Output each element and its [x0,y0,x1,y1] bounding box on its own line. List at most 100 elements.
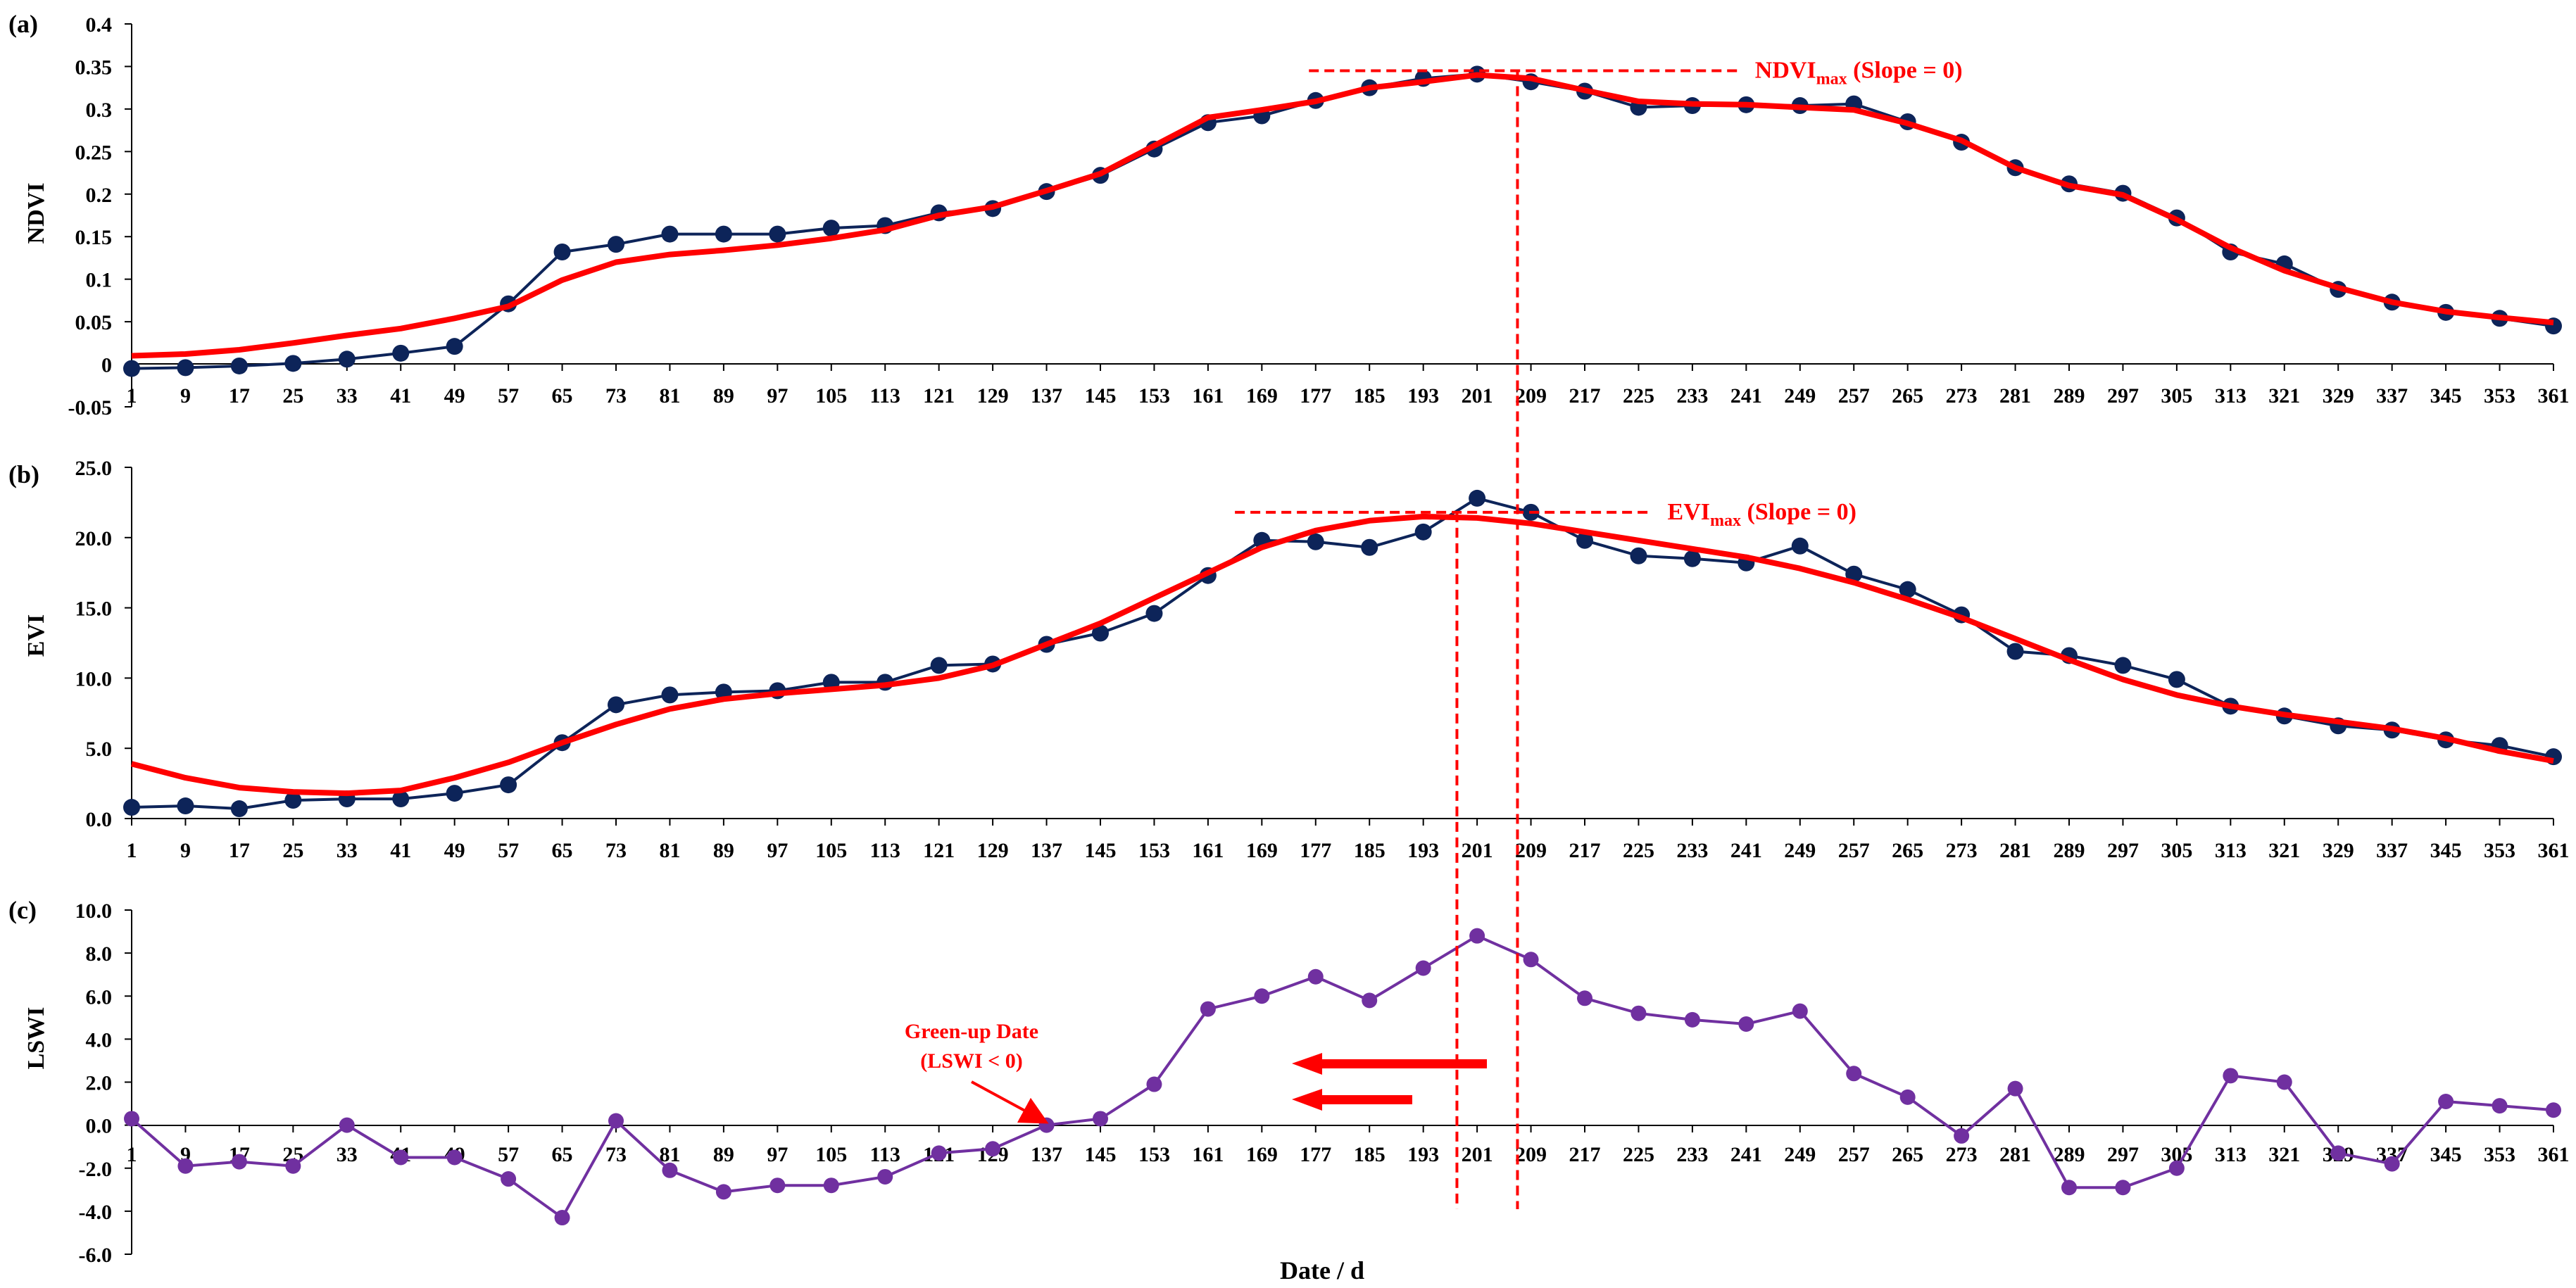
x-tick-label: 193 [1407,384,1439,408]
y-tick-label: 0.25 [75,141,113,164]
observed-point [930,657,948,674]
x-tick-label: 65 [552,384,573,408]
observed-point [1576,531,1593,549]
x-ticks-evi: 1 9 17 25 33 41 49 57 65 73 81 89 97 105 113 121 129 137 1… [127,818,2570,862]
x-tick-label: 209 [1515,384,1547,408]
x-tick-label: 217 [1569,1143,1601,1166]
lswi-point [1792,1003,1808,1019]
series-ndvi-fitted [131,72,2554,359]
lswi-point [554,1210,570,1226]
x-tick-label: 297 [2107,1143,2139,1166]
lswi-point [715,1184,731,1200]
observed-point [608,236,624,253]
x-tick-label: 249 [1784,1143,1816,1166]
y-tick-label: 0.05 [75,311,113,334]
x-tick-label: 353 [2484,1143,2515,1166]
x-tick-label: 225 [1623,384,1654,408]
x-tick-label: 161 [1192,384,1224,408]
x-tick-label: 25 [282,839,303,862]
evi-max-rest: (Slope = 0) [1741,499,1856,525]
x-tick-label: 353 [2484,839,2515,862]
observed-point [338,351,356,368]
lswi-point [1684,1011,1700,1028]
lswi-line [130,934,2554,1220]
observed-point [661,225,679,243]
y-tick-label: 5.0 [86,738,113,761]
ndvi-max-sub: max [1816,70,1847,88]
x-tick-label: 345 [2430,1143,2462,1166]
y-tick-label: 8.0 [86,942,113,966]
observed-point [1145,605,1163,622]
x-tick-label: 73 [605,384,627,408]
observed-point [2114,657,2132,674]
lswi-point [1200,1001,1216,1017]
lswi-point [446,1149,463,1166]
lswi-point [393,1149,409,1166]
x-tick-label: 209 [1515,839,1547,862]
lswi-point [1362,992,1378,1009]
x-tick-label: 145 [1085,839,1117,862]
x-tick-label: 273 [1946,1143,1978,1166]
lswi-point [1523,952,1539,968]
y-tick-label: -6.0 [79,1244,113,1267]
x-tick-label: 337 [2376,839,2408,862]
x-tick-label: 97 [767,839,788,862]
x-tick-label: 337 [2376,384,2408,408]
panel-ndvi: (a) NDVI 0.4 0.35 0.3 0.25 0.2 0.15 0.1 0.05 0 -0… [8,10,2570,419]
x-tick-label: 65 [552,839,573,862]
x-tick-label: 1 [127,384,137,408]
series-ndvi-observed [123,65,2562,377]
lswi-point [1738,1016,1754,1032]
y-tick-label: -2.0 [79,1158,113,1181]
panel-label-c: (c) [8,896,37,924]
observed-point [284,792,302,809]
lswi-point [177,1158,194,1174]
x-tick-label: 225 [1623,839,1654,862]
x-ticks-lswi: 1917253341495765738189971051131211291371… [127,1125,2570,1166]
panel-label-b: (b) [8,460,39,488]
x-tick-label: 9 [180,384,191,408]
lswi-point [769,1177,786,1194]
x-tick-label: 49 [444,839,465,862]
x-tick-label: 313 [2215,839,2247,862]
x-tick-label: 289 [2054,1143,2085,1166]
x-tick-label: 33 [337,839,358,862]
x-tick-label: 145 [1085,384,1117,408]
x-tick-label: 169 [1246,1143,1278,1166]
x-tick-label: 273 [1946,839,1978,862]
x-tick-label: 217 [1569,839,1601,862]
y-tick-label: 10.0 [75,899,113,923]
observed-point [2168,671,2185,688]
x-tick-label: 153 [1138,1143,1170,1166]
x-tick-label: 161 [1192,1143,1224,1166]
panel-label-a: (a) [8,10,38,38]
y-tick-label: 0.35 [75,56,113,79]
y-tick-label: 6.0 [86,985,113,1009]
x-tick-label: 97 [767,1143,788,1166]
lswi-point [1631,1005,1647,1021]
observed-point [284,355,302,372]
lswi-point [662,1162,678,1178]
x-tick-label: 33 [337,1143,358,1166]
observed-point [1683,550,1701,567]
x-tick-label: 113 [870,839,900,862]
y-tick-label: 0.2 [86,184,113,207]
x-tick-label: 89 [713,384,734,408]
x-tick-label: 281 [1999,384,2031,408]
observed-point [392,790,410,808]
peak-vertical-lines [1455,70,1519,1209]
x-tick-label: 49 [444,384,465,408]
x-tick-label: 113 [870,384,900,408]
x-tick-label: 105 [815,1143,847,1166]
x-tick-label: 233 [1676,384,1708,408]
y-tick-label: 10.0 [75,667,113,690]
x-tick-label: 137 [1031,384,1062,408]
x-tick-label: 265 [1892,1143,1923,1166]
x-tick-label: 105 [815,839,847,862]
x-tick-label: 145 [1085,1143,1117,1166]
x-tick-label: 1 [127,1143,137,1166]
x-tick-label: 361 [2538,839,2570,862]
lswi-point [1954,1128,1970,1144]
x-tick-label: 89 [713,1143,734,1166]
y-tick-label: 0.0 [86,1115,113,1138]
